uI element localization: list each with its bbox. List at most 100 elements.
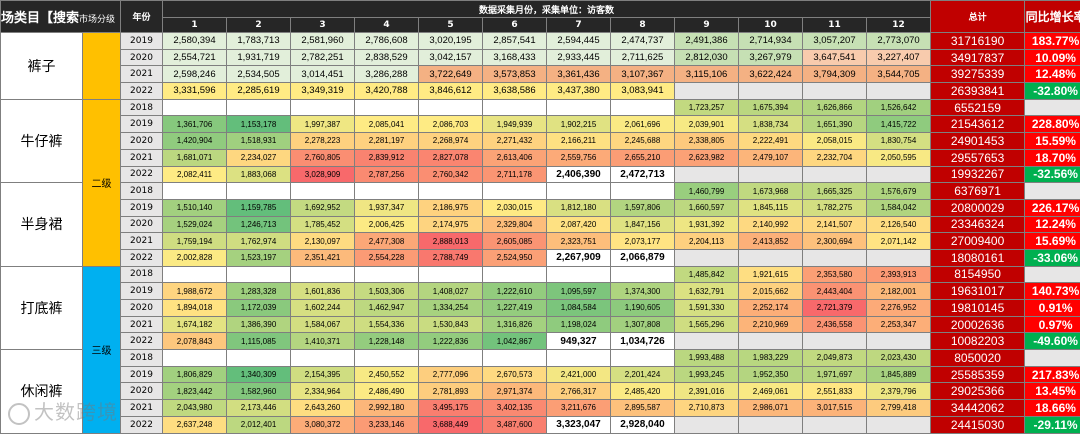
total-cell: 19631017 xyxy=(931,283,1025,300)
yoy-rate-cell: -32.80% xyxy=(1025,83,1080,100)
value-cell xyxy=(803,416,867,433)
value-cell: 2,186,975 xyxy=(419,199,483,216)
value-cell xyxy=(803,83,867,100)
value-cell: 2,039,901 xyxy=(675,116,739,133)
value-cell xyxy=(355,350,419,367)
value-cell xyxy=(163,350,227,367)
year-cell: 2022 xyxy=(121,83,163,100)
value-cell xyxy=(803,249,867,266)
year-cell: 2019 xyxy=(121,366,163,383)
value-cell: 1,530,843 xyxy=(419,316,483,333)
value-cell: 2,391,016 xyxy=(675,383,739,400)
value-cell: 3,227,407 xyxy=(867,49,931,66)
yoy-rate-cell: 228.80% xyxy=(1025,116,1080,133)
value-cell: 1,340,309 xyxy=(227,366,291,383)
value-cell: 3,722,649 xyxy=(419,66,483,83)
value-cell: 2,711,178 xyxy=(483,166,547,183)
yoy-rate-cell: 15.69% xyxy=(1025,233,1080,250)
value-cell: 3,794,309 xyxy=(803,66,867,83)
value-cell: 1,307,808 xyxy=(611,316,675,333)
year-cell: 2020 xyxy=(121,300,163,317)
month-header: 9 xyxy=(675,18,739,33)
total-cell: 8154950 xyxy=(931,266,1025,283)
value-cell xyxy=(739,83,803,100)
value-cell xyxy=(803,333,867,350)
total-cell: 21543612 xyxy=(931,116,1025,133)
value-cell: 2,857,541 xyxy=(483,33,547,50)
total-cell: 29025366 xyxy=(931,383,1025,400)
value-cell: 1,460,799 xyxy=(675,183,739,200)
value-cell: 3,688,449 xyxy=(419,416,483,433)
value-cell: 3,267,979 xyxy=(739,49,803,66)
value-cell xyxy=(675,416,739,433)
value-cell: 2,760,805 xyxy=(291,149,355,166)
month-header: 7 xyxy=(547,18,611,33)
yoy-rate-cell: 183.77% xyxy=(1025,33,1080,50)
value-cell: 2,637,248 xyxy=(163,416,227,433)
value-cell: 3,057,207 xyxy=(803,33,867,50)
value-cell: 1,675,394 xyxy=(739,99,803,116)
value-cell: 3,017,515 xyxy=(803,400,867,417)
month-header: 5 xyxy=(419,18,483,33)
total-cell: 20002636 xyxy=(931,316,1025,333)
value-cell xyxy=(547,350,611,367)
month-header: 2 xyxy=(227,18,291,33)
value-cell: 3,286,288 xyxy=(355,66,419,83)
value-cell: 1,783,713 xyxy=(227,33,291,50)
total-cell: 8050020 xyxy=(931,350,1025,367)
value-cell: 2,015,662 xyxy=(739,283,803,300)
value-cell: 1,095,597 xyxy=(547,283,611,300)
value-cell: 1,042,867 xyxy=(483,333,547,350)
value-cell xyxy=(611,183,675,200)
value-cell: 3,233,146 xyxy=(355,416,419,433)
value-cell: 1,510,140 xyxy=(163,199,227,216)
value-cell: 2,472,713 xyxy=(611,166,675,183)
value-cell: 2,043,980 xyxy=(163,400,227,417)
yoy-rate-cell: 13.45% xyxy=(1025,383,1080,400)
value-cell: 2,714,934 xyxy=(739,33,803,50)
value-cell: 1,602,244 xyxy=(291,300,355,317)
value-cell: 2,393,913 xyxy=(867,266,931,283)
value-cell: 2,554,228 xyxy=(355,249,419,266)
value-cell: 1,222,836 xyxy=(419,333,483,350)
total-cell: 31716190 xyxy=(931,33,1025,50)
value-cell: 3,115,106 xyxy=(675,66,739,83)
value-cell: 2,655,210 xyxy=(611,149,675,166)
value-cell: 2,554,721 xyxy=(163,49,227,66)
value-cell: 1,762,974 xyxy=(227,233,291,250)
value-cell: 1,759,194 xyxy=(163,233,227,250)
value-cell: 1,334,254 xyxy=(419,300,483,317)
header-total: 总计 xyxy=(931,1,1025,33)
value-cell xyxy=(675,166,739,183)
value-cell xyxy=(867,83,931,100)
value-cell: 1,283,328 xyxy=(227,283,291,300)
value-cell: 3,846,612 xyxy=(419,83,483,100)
value-cell: 2,710,873 xyxy=(675,400,739,417)
total-cell: 24901453 xyxy=(931,133,1025,150)
value-cell: 2,329,804 xyxy=(483,216,547,233)
value-cell xyxy=(675,333,739,350)
value-cell: 1,374,300 xyxy=(611,283,675,300)
value-cell xyxy=(611,350,675,367)
value-cell: 2,788,749 xyxy=(419,249,483,266)
year-cell: 2020 xyxy=(121,216,163,233)
value-cell: 2,551,833 xyxy=(803,383,867,400)
year-cell: 2018 xyxy=(121,350,163,367)
value-cell xyxy=(163,99,227,116)
yoy-rate-cell: -49.60% xyxy=(1025,333,1080,350)
value-cell: 1,785,452 xyxy=(291,216,355,233)
yoy-rate-cell: 15.59% xyxy=(1025,133,1080,150)
month-header: 8 xyxy=(611,18,675,33)
value-cell: 2,174,975 xyxy=(419,216,483,233)
year-cell: 2019 xyxy=(121,283,163,300)
value-cell: 1,823,442 xyxy=(163,383,227,400)
value-cell: 2,023,430 xyxy=(867,350,931,367)
value-cell: 2,474,737 xyxy=(611,33,675,50)
